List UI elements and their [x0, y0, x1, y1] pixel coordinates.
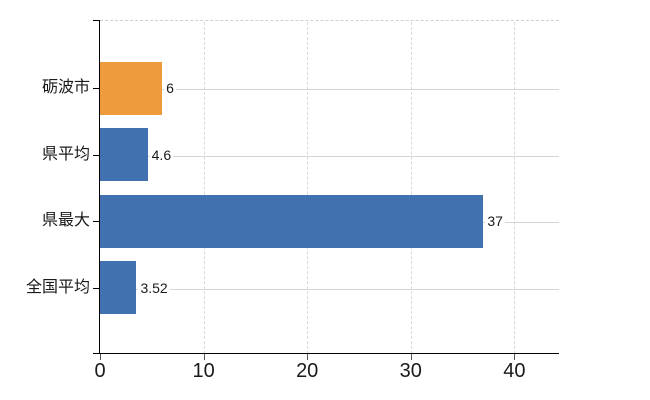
v-gridline [410, 22, 412, 354]
y-axis-tick [93, 154, 100, 156]
bar-value-label: 4.6 [149, 145, 174, 164]
x-axis-tick [410, 354, 412, 360]
x-axis-tick [307, 354, 309, 360]
h-gridline [100, 288, 559, 290]
category-label: 県最大 [41, 212, 90, 229]
x-tick-label: 20 [296, 360, 319, 382]
category-label: 県平均 [41, 145, 90, 163]
h-gridline [100, 155, 559, 157]
bar [100, 61, 163, 115]
v-gridline [514, 22, 516, 354]
y-axis-tick [93, 20, 100, 21]
plot-area [100, 20, 559, 354]
bar [100, 261, 137, 314]
y-axis [99, 20, 100, 354]
category-label: 全国平均 [25, 278, 90, 296]
v-gridline [307, 22, 309, 354]
x-tick-label: 0 [94, 360, 106, 382]
y-axis-tick [93, 221, 100, 222]
y-axis-tick [93, 88, 100, 89]
x-axis-tick [100, 354, 101, 360]
x-axis [93, 353, 559, 354]
x-axis-tick [514, 354, 516, 360]
v-gridline [203, 22, 205, 354]
category-label: 砺波市 [41, 79, 90, 96]
x-tick-label: 10 [192, 360, 215, 382]
x-axis-tick [203, 354, 205, 360]
bar-value-label: 6 [164, 79, 176, 97]
bar-value-label: 3.52 [138, 278, 170, 297]
bar-value-label: 37 [485, 212, 505, 230]
bar [100, 128, 148, 181]
x-tick-label: 40 [503, 360, 526, 382]
x-tick-label: 30 [399, 360, 422, 382]
h-gridline [100, 89, 559, 90]
y-axis-tick [93, 287, 100, 289]
bar [100, 194, 484, 248]
